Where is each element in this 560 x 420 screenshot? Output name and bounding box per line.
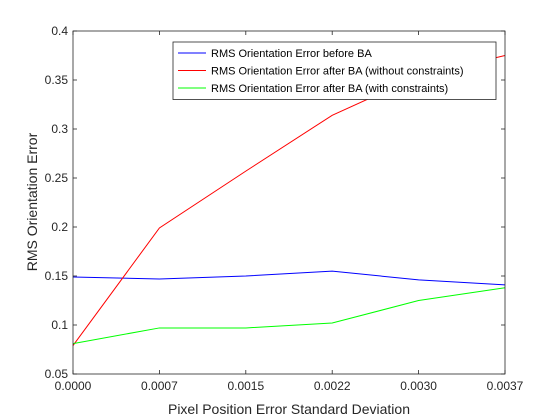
x-tick-label: 0.0015 bbox=[227, 379, 264, 393]
x-tick-label: 0.0022 bbox=[314, 379, 351, 393]
y-tick-label: 0.25 bbox=[45, 171, 69, 185]
x-axis: 0.0000 0.0007 0.0015 0.0022 0.0030 0.0037 bbox=[55, 31, 524, 393]
y-tick-label: 0.1 bbox=[51, 318, 68, 332]
x-tick-label: 0.0007 bbox=[141, 379, 178, 393]
y-axis-title: RMS Orientation Error bbox=[24, 132, 40, 271]
y-tick-label: 0.2 bbox=[51, 220, 68, 234]
legend: RMS Orientation Error before BA RMS Orien… bbox=[172, 41, 497, 100]
legend-label: RMS Orientation Error after BA (without … bbox=[211, 66, 463, 78]
y-tick-label: 0.4 bbox=[51, 24, 68, 38]
x-tick-label: 0.0037 bbox=[487, 379, 524, 393]
x-tick-label: 0.0000 bbox=[55, 379, 92, 393]
series-line bbox=[72, 287, 506, 345]
y-tick-label: 0.3 bbox=[51, 122, 68, 136]
y-tick-label: 0.05 bbox=[45, 367, 69, 381]
y-tick-label: 0.35 bbox=[45, 73, 69, 87]
legend-box bbox=[172, 41, 497, 100]
y-tick-label: 0.15 bbox=[45, 269, 69, 283]
x-axis-title: Pixel Position Error Standard Deviation bbox=[168, 401, 410, 417]
plot-frame bbox=[72, 30, 506, 375]
series-line bbox=[72, 270, 506, 286]
y-axis: 0.05 0.1 0.15 0.2 0.25 0.3 0.35 0.4 bbox=[45, 24, 505, 381]
x-tick-label: 0.0030 bbox=[400, 379, 437, 393]
legend-label: RMS Orientation Error before BA bbox=[211, 48, 372, 60]
legend-label: RMS Orientation Error after BA (with con… bbox=[211, 83, 448, 95]
